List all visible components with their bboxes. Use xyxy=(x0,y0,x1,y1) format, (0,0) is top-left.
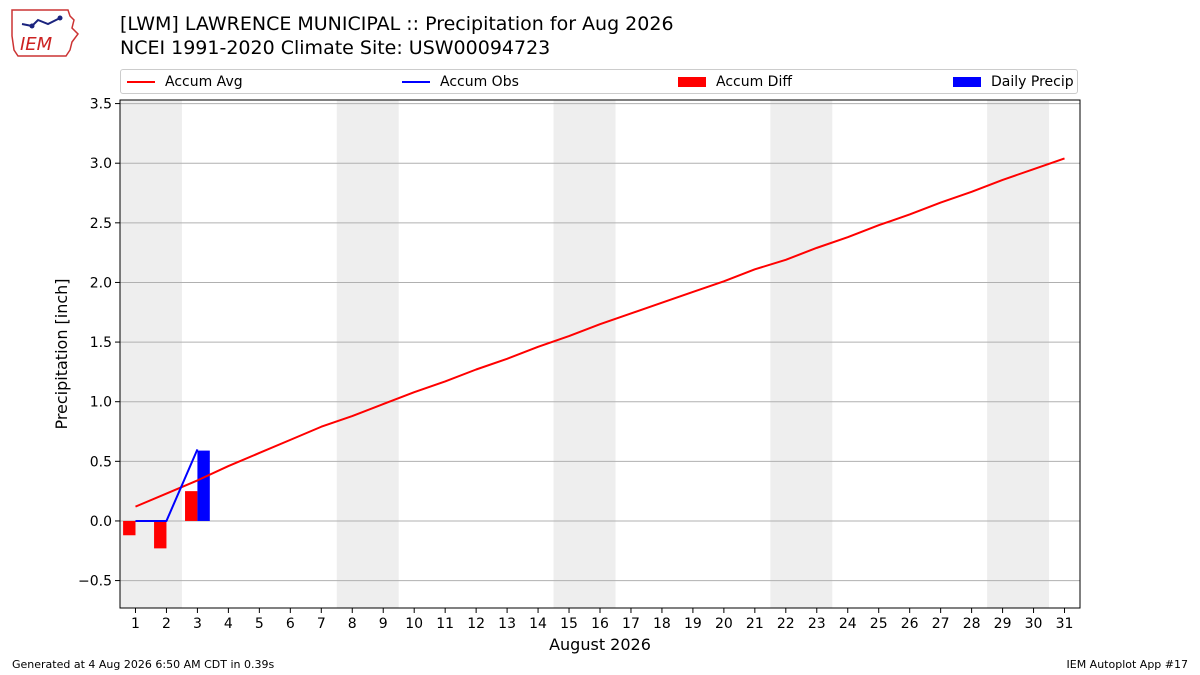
title-line-1: [LWM] LAWRENCE MUNICIPAL :: Precipitatio… xyxy=(120,13,674,35)
x-tick-label: 16 xyxy=(591,616,609,632)
weekend-band xyxy=(336,100,399,608)
x-tick-label: 27 xyxy=(932,616,950,632)
lines xyxy=(135,157,1065,522)
daily-precip-bar xyxy=(197,450,210,521)
x-tick-label: 20 xyxy=(715,616,733,632)
axis-ticks: −0.50.00.51.01.52.02.53.03.51 2 3 4 5 6 7 8 9 10 1… xyxy=(78,97,1073,632)
x-tick-label: 10 xyxy=(405,616,423,632)
x-tick-label: 30 xyxy=(1025,616,1043,632)
legend-item-accum-obs: Accum Obs xyxy=(402,73,519,91)
x-tick-label: 21 xyxy=(746,616,764,632)
x-tick-label: 28 xyxy=(963,616,981,632)
x-tick-label: 5 xyxy=(255,616,264,632)
weekend-band xyxy=(553,100,616,608)
x-tick-label: 1 xyxy=(131,616,140,632)
x-tick-label: 17 xyxy=(622,616,640,632)
x-tick-label: 13 xyxy=(498,616,516,632)
legend-label-accum-avg: Accum Avg xyxy=(165,74,243,90)
x-tick-label: 25 xyxy=(870,616,888,632)
legend-label-daily-precip: Daily Precip xyxy=(991,74,1074,90)
y-tick-label: −0.5 xyxy=(78,574,112,590)
x-tick-label: 12 xyxy=(467,616,485,632)
legend-swatch-accum-obs xyxy=(402,81,430,83)
legend-item-accum-avg: Accum Avg xyxy=(127,73,243,91)
chart-legend: Accum Avg Accum Obs Accum Diff Daily Pre… xyxy=(120,69,1078,94)
x-tick-label: 11 xyxy=(436,616,454,632)
y-axis-label: Precipitation [inch] xyxy=(52,278,71,429)
footer-app: IEM Autoplot App #17 xyxy=(1066,658,1189,671)
y-tick-label: 3.5 xyxy=(90,97,112,113)
x-tick-label: 6 xyxy=(286,616,295,632)
weekend-shading xyxy=(120,100,1050,608)
accum-avg-line xyxy=(135,157,1065,508)
x-tick-label: 29 xyxy=(994,616,1012,632)
bars xyxy=(123,450,210,549)
weekend-band xyxy=(987,100,1050,608)
y-tick-label: 1.5 xyxy=(90,335,112,351)
legend-item-daily-precip: Daily Precip xyxy=(953,73,1074,91)
y-tick-label: 1.0 xyxy=(90,395,112,411)
y-tick-label: 3.0 xyxy=(90,156,112,172)
accum-obs-line xyxy=(135,449,199,522)
title-line-2: NCEI 1991-2020 Climate Site: USW00094723 xyxy=(120,37,551,59)
footer-generated: Generated at 4 Aug 2026 6:50 AM CDT in 0… xyxy=(12,658,275,671)
y-tick-label: 0.5 xyxy=(90,454,112,470)
weekend-band xyxy=(770,100,833,608)
x-tick-label: 23 xyxy=(808,616,826,632)
legend-swatch-daily-precip xyxy=(953,77,981,87)
legend-label-accum-obs: Accum Obs xyxy=(440,74,519,90)
x-tick-label: 4 xyxy=(224,616,233,632)
chart-title: [LWM] LAWRENCE MUNICIPAL :: Precipitatio… xyxy=(120,12,674,60)
x-tick-label: 14 xyxy=(529,616,547,632)
y-tick-label: 2.5 xyxy=(90,216,112,232)
iem-logo: IEM xyxy=(11,9,79,57)
legend-swatch-accum-avg xyxy=(127,81,155,83)
x-axis-label: August 2026 xyxy=(549,635,651,654)
accum-diff-bar xyxy=(185,491,198,521)
x-tick-label: 7 xyxy=(317,616,326,632)
x-tick-label: 18 xyxy=(653,616,671,632)
y-tick-label: 2.0 xyxy=(90,275,112,291)
x-tick-label: 24 xyxy=(839,616,857,632)
accum-diff-bar xyxy=(123,520,136,536)
x-tick-label: 26 xyxy=(901,616,919,632)
x-tick-label: 15 xyxy=(560,616,578,632)
x-tick-label: 8 xyxy=(348,616,357,632)
x-tick-label: 3 xyxy=(193,616,202,632)
x-tick-label: 9 xyxy=(379,616,388,632)
legend-label-accum-diff: Accum Diff xyxy=(716,74,793,90)
legend-item-accum-diff: Accum Diff xyxy=(678,73,792,91)
logo-text: IEM xyxy=(20,34,53,55)
grid-lines xyxy=(120,103,1080,582)
accum-diff-bar xyxy=(154,520,167,549)
x-tick-label: 31 xyxy=(1056,616,1074,632)
x-tick-label: 22 xyxy=(777,616,795,632)
y-tick-label: 0.0 xyxy=(90,514,112,530)
legend-swatch-accum-diff xyxy=(678,77,706,87)
x-tick-label: 2 xyxy=(162,616,171,632)
x-tick-label: 19 xyxy=(684,616,702,632)
